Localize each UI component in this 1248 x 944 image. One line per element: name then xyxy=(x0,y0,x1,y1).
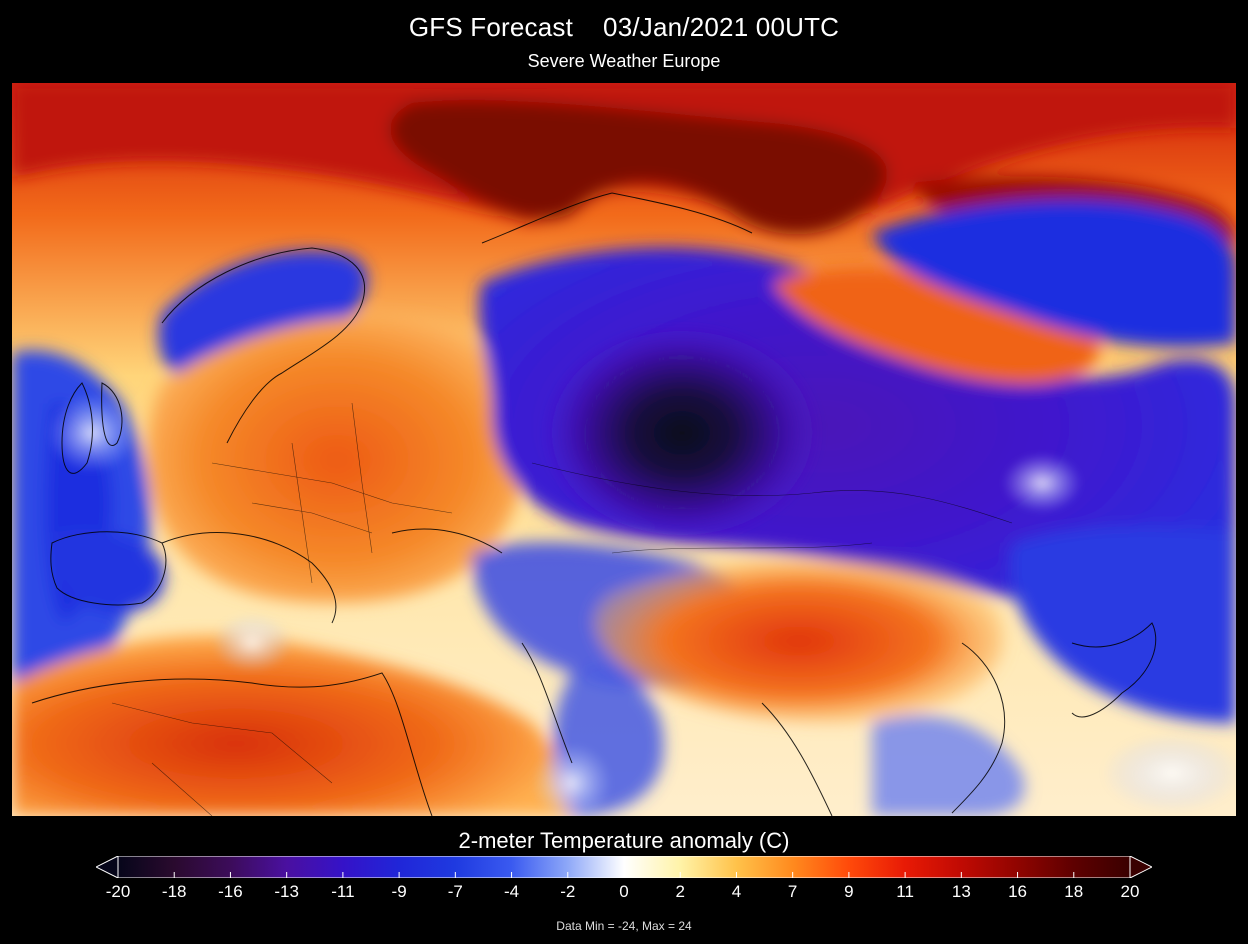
colorbar-tick-label: -7 xyxy=(447,882,463,901)
colorbar-tick-label: -4 xyxy=(503,882,520,901)
colorbar-tick-label: 16 xyxy=(1008,882,1028,901)
subtitle: Severe Weather Europe xyxy=(527,51,721,71)
colorbar-tick-label: -2 xyxy=(560,882,576,901)
colorbar-tick-label: 4 xyxy=(731,882,742,901)
colorbar-tick-label: 11 xyxy=(896,882,914,901)
colorbar-tick-label: 9 xyxy=(844,882,854,901)
valid-time: 03/Jan/2021 00UTC xyxy=(603,12,840,42)
colorbar-tick-label: 20 xyxy=(1120,882,1140,901)
colorbar-tick-label: -20 xyxy=(105,882,131,901)
temperature-anomaly-map xyxy=(12,83,1236,816)
cold-anomaly-core xyxy=(542,323,822,543)
colorbar-tick-label: -11 xyxy=(331,882,355,901)
colorbar-max-arrow xyxy=(1129,856,1152,878)
colorbar-tick-label: 2 xyxy=(675,882,685,901)
model-title: GFS Forecast xyxy=(408,12,574,42)
colorbar-tick-labels: -20 -18 -16 -13 -11 -9 -7 -4 -2 0 2 4 7 9 11 13 16 18 20 xyxy=(0,882,1248,906)
colorbar-tick-label: -16 xyxy=(218,882,243,901)
colorbar-tick-label: -18 xyxy=(161,882,187,901)
colorbar-tick-label: -9 xyxy=(391,882,407,901)
country-borders xyxy=(111,402,1013,816)
colorbar-tick-label: 0 xyxy=(619,882,629,901)
coastlines xyxy=(31,192,1157,816)
data-range-note: Data Min = -24, Max = 24 xyxy=(556,919,692,933)
colorbar-tick-label: 18 xyxy=(1064,882,1084,901)
colorbar-min-arrow xyxy=(96,856,119,878)
colorbar-title: 2-meter Temperature anomaly (C) xyxy=(458,828,790,853)
colorbar xyxy=(96,856,1152,878)
colorbar-tick-label: -13 xyxy=(274,882,299,901)
colorbar-tick-label: 13 xyxy=(951,882,971,901)
colorbar-tick-label: 7 xyxy=(787,882,798,901)
colorbar-ticks xyxy=(117,872,1131,878)
map-title: GFS Forecast 03/Jan/2021 00UTC xyxy=(0,12,1248,43)
